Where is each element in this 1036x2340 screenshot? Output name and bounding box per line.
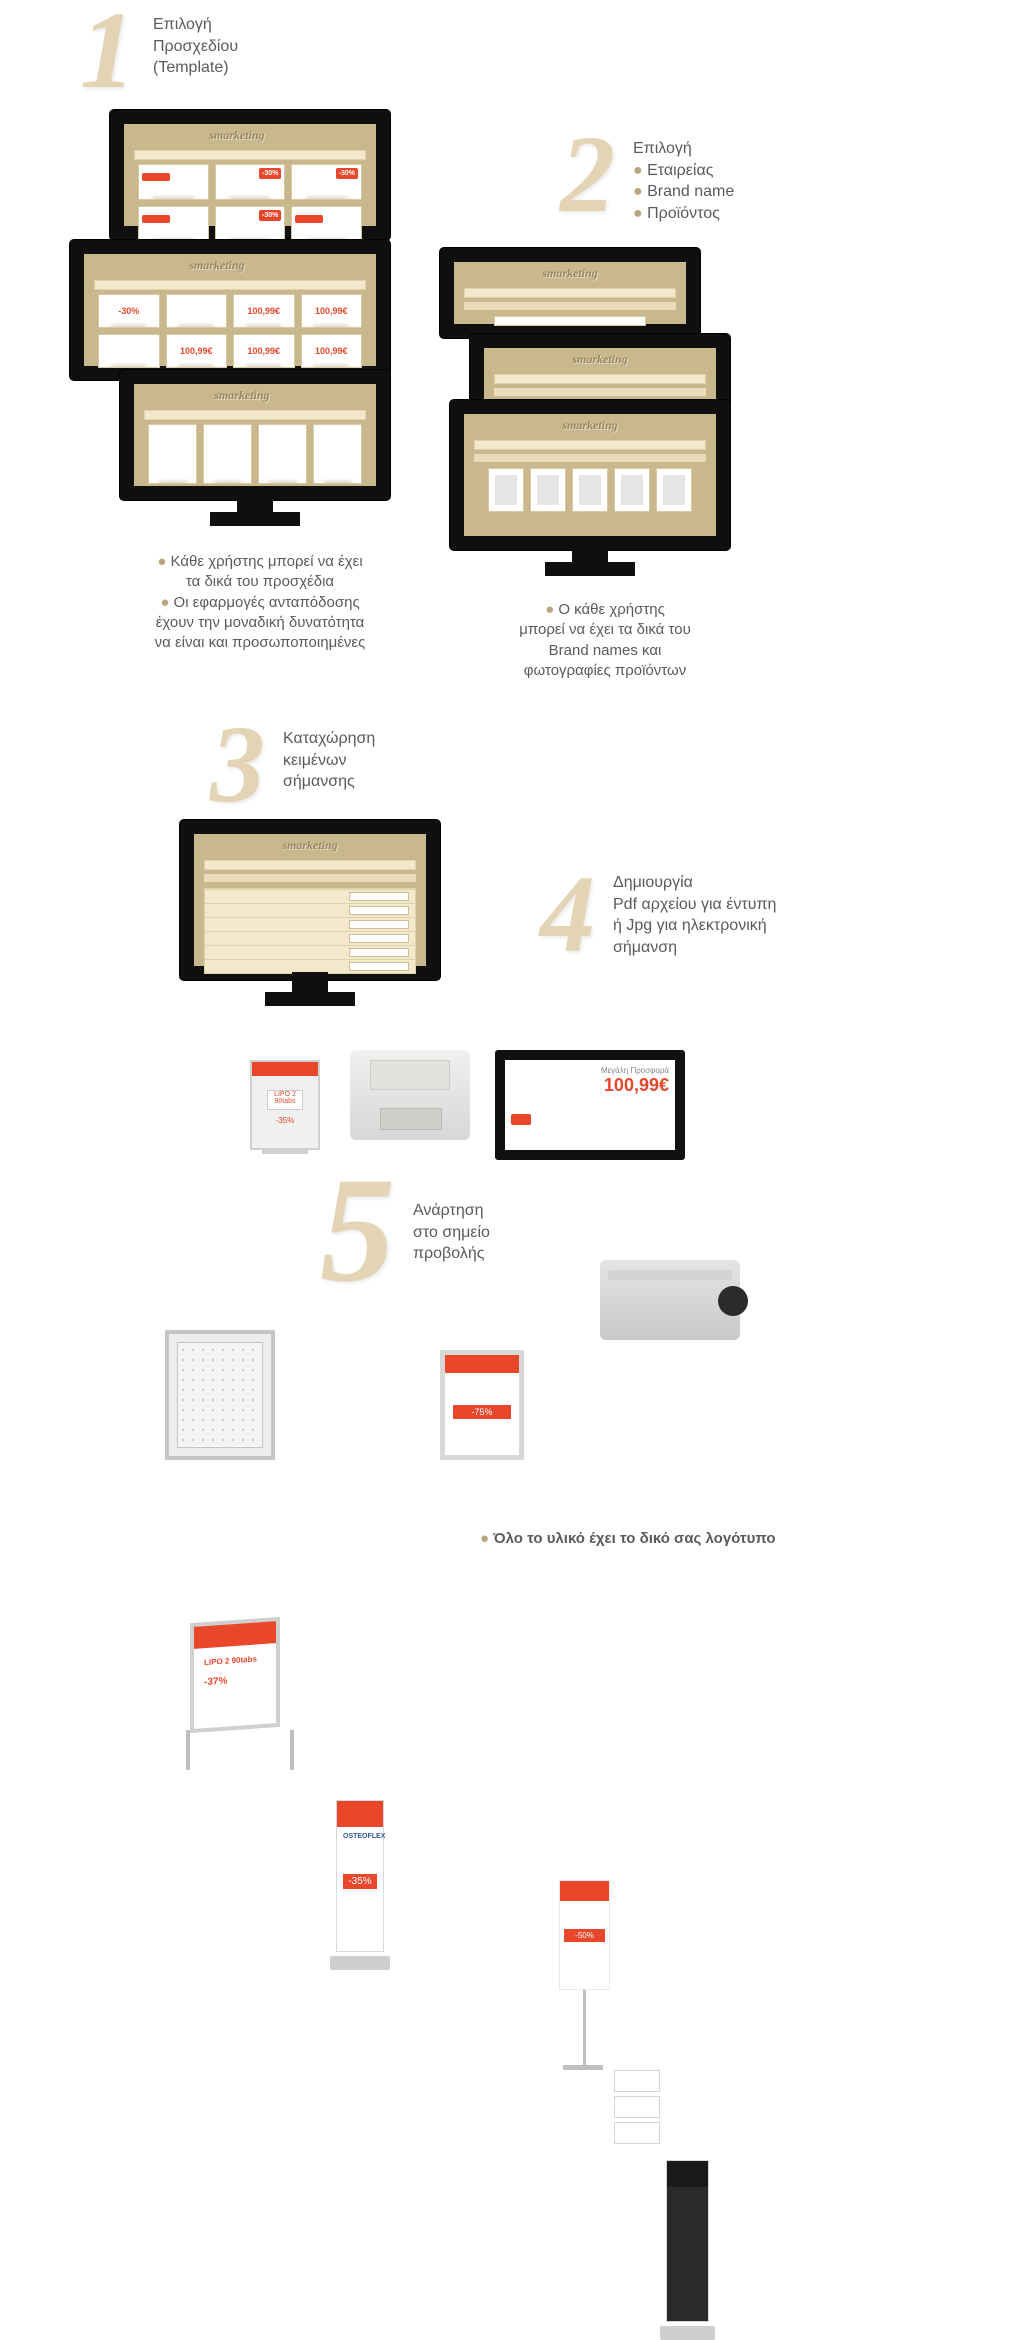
template-card bbox=[138, 164, 209, 200]
display-cabinet bbox=[165, 1330, 275, 1460]
template-card bbox=[166, 294, 228, 328]
template-card: 100,99€ bbox=[233, 334, 295, 368]
template-card: 100,99€ bbox=[301, 294, 363, 328]
nav-bar bbox=[144, 410, 366, 420]
form-row bbox=[205, 917, 415, 931]
form-row bbox=[205, 903, 415, 917]
rollup-banner-2 bbox=[660, 2160, 715, 2340]
product-thumb bbox=[614, 468, 650, 512]
product-thumb bbox=[572, 468, 608, 512]
template-card: 100,99€ bbox=[233, 294, 295, 328]
step-4-header: 4 Δημιουργία Pdf αρχείου για έντυπη ή Jp… bbox=[540, 870, 776, 958]
form-row bbox=[205, 959, 415, 973]
step3-monitor: smarketing bbox=[180, 820, 440, 980]
template-card: -30% bbox=[215, 164, 286, 200]
rollup-banner-1: OSTEOFLEX -35% bbox=[330, 1800, 390, 1970]
template-card: -30% bbox=[215, 206, 286, 242]
numeral-3: 3 bbox=[210, 720, 265, 808]
table-sign: LIPO 2 90tabs -35% bbox=[250, 1060, 320, 1150]
numeral-1: 1 bbox=[80, 6, 135, 94]
nav-bar bbox=[94, 280, 366, 290]
pole-banner: -50% bbox=[555, 1880, 610, 2070]
numeral-4: 4 bbox=[540, 870, 595, 958]
form-row bbox=[205, 945, 415, 959]
step-3-header: 3 Καταχώρηση κειμένων σήμανσης bbox=[210, 720, 375, 808]
printer bbox=[350, 1050, 470, 1140]
nav-bar bbox=[134, 150, 366, 160]
leaflet-dispenser bbox=[614, 2070, 660, 2160]
product-thumb bbox=[656, 468, 692, 512]
template-card: -30% bbox=[291, 164, 362, 200]
select-field bbox=[494, 316, 646, 326]
step-1-title: Επιλογή Προσχεδίου (Template) bbox=[153, 14, 238, 79]
template-card bbox=[148, 424, 197, 484]
step-5-header: 5 Ανάρτηση στο σημείο προβολής bbox=[320, 1170, 490, 1290]
form-row bbox=[205, 931, 415, 945]
step1-monitor-a: smarketing -30% -30% -30% bbox=[110, 110, 390, 240]
a-board-sign: LIPO 2 90tabs -37% bbox=[180, 1620, 300, 1770]
template-card: -30% bbox=[98, 294, 160, 328]
template-card bbox=[138, 206, 209, 242]
footer-note: Όλο το υλικό έχει το δικό σας λογότυπο bbox=[480, 1530, 776, 1547]
template-card bbox=[291, 206, 362, 242]
template-card: 100,99€ bbox=[166, 334, 228, 368]
step-2-header: 2 Επιλογή Εταιρείας Brand name Προϊόντος bbox=[560, 130, 734, 224]
template-card bbox=[313, 424, 362, 484]
step-1-header: 1 Επιλογή Προσχεδίου (Template) bbox=[80, 6, 238, 94]
step1-monitor-b: smarketing -30% 100,99€ 100,99€ 100,99€ … bbox=[70, 240, 390, 380]
digital-signage-screen: Μεγάλη Προσφορά 100,99€ bbox=[495, 1050, 685, 1160]
form-row bbox=[205, 889, 415, 903]
step2-monitor-c: smarketing bbox=[450, 400, 730, 550]
snap-frame-poster: -75% bbox=[440, 1350, 524, 1460]
numeral-2: 2 bbox=[560, 130, 615, 218]
product-thumb bbox=[488, 468, 524, 512]
template-card bbox=[98, 334, 160, 368]
template-card bbox=[258, 424, 307, 484]
product-thumb bbox=[530, 468, 566, 512]
step1-monitor-c: smarketing bbox=[120, 370, 390, 500]
template-card: 100,99€ bbox=[301, 334, 363, 368]
step-4-title: Δημιουργία Pdf αρχείου για έντυπη ή Jpg … bbox=[613, 872, 776, 958]
step-3-title: Καταχώρηση κειμένων σήμανσης bbox=[283, 728, 375, 793]
template-card bbox=[203, 424, 252, 484]
step2-bullets: Ο κάθε χρήστης μπορεί να έχει τα δικά το… bbox=[490, 600, 720, 681]
projector bbox=[600, 1260, 740, 1340]
numeral-5: 5 bbox=[320, 1170, 395, 1290]
step-2-title: Επιλογή Εταιρείας Brand name Προϊόντος bbox=[633, 138, 734, 224]
step1-bullets: Κάθε χρήστης μπορεί να έχει τα δικά του … bbox=[110, 552, 410, 653]
step-5-title: Ανάρτηση στο σημείο προβολής bbox=[413, 1200, 490, 1265]
step2-monitor-a: smarketing bbox=[440, 248, 700, 338]
form-panel bbox=[204, 888, 416, 974]
